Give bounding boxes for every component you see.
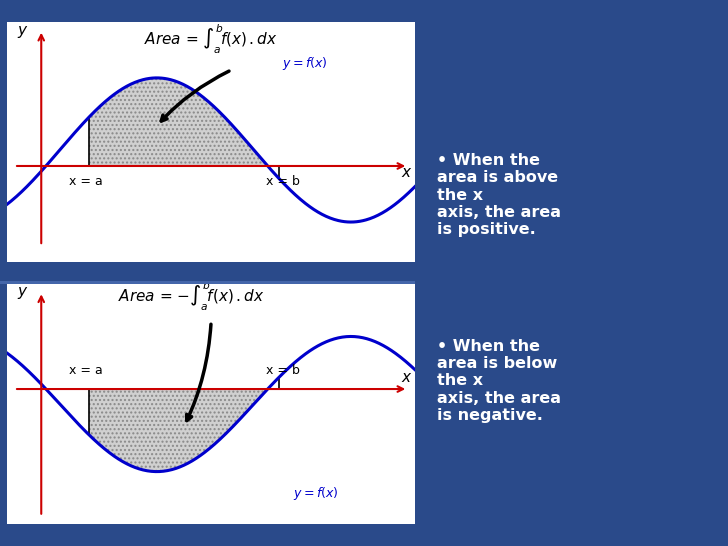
Text: x = b: x = b (266, 175, 299, 188)
Text: y: y (17, 284, 26, 299)
Text: x: x (401, 370, 411, 384)
Text: Area = $-\int_a^b\!f(x)\,.dx$: Area = $-\int_a^b\!f(x)\,.dx$ (117, 279, 264, 312)
Text: x = a: x = a (68, 175, 103, 188)
Text: • When the
area is below
the x
axis, the area
is negative.: • When the area is below the x axis, the… (437, 339, 561, 423)
Text: $y = f(x)$: $y = f(x)$ (282, 55, 328, 72)
Text: $y = f(x)$: $y = f(x)$ (293, 485, 339, 502)
Text: y: y (17, 22, 26, 38)
Text: x = b: x = b (266, 364, 299, 377)
Text: Area = $\int_a^b\!f(x)\,.dx$: Area = $\int_a^b\!f(x)\,.dx$ (144, 23, 278, 56)
Text: • When the
area is above
the x
axis, the area
is positive.: • When the area is above the x axis, the… (437, 153, 561, 238)
Text: x = a: x = a (68, 364, 103, 377)
Text: x: x (401, 165, 411, 180)
